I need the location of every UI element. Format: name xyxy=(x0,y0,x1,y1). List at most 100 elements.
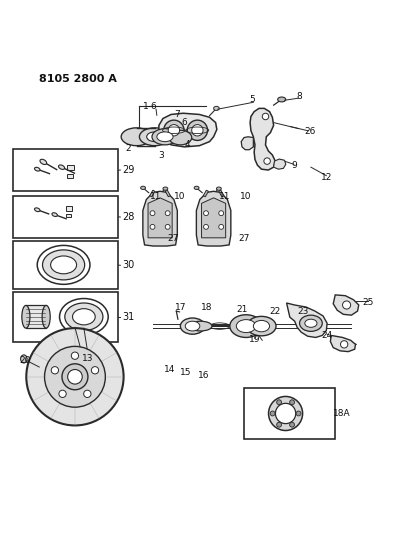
Text: 18A: 18A xyxy=(333,409,351,418)
Polygon shape xyxy=(201,198,226,238)
Ellipse shape xyxy=(21,355,27,363)
Bar xyxy=(244,388,335,439)
Text: 4: 4 xyxy=(185,140,190,149)
Text: 15: 15 xyxy=(180,368,192,377)
Ellipse shape xyxy=(180,318,205,334)
Polygon shape xyxy=(333,295,359,315)
Ellipse shape xyxy=(42,305,50,328)
Ellipse shape xyxy=(189,321,212,331)
Circle shape xyxy=(277,422,282,427)
Ellipse shape xyxy=(247,317,276,336)
Circle shape xyxy=(192,125,203,136)
Circle shape xyxy=(277,400,282,405)
Bar xyxy=(13,196,118,238)
Bar xyxy=(66,206,72,211)
Circle shape xyxy=(44,346,105,407)
Circle shape xyxy=(71,352,79,359)
Polygon shape xyxy=(203,190,208,197)
Text: 5: 5 xyxy=(249,95,255,104)
Bar xyxy=(66,214,71,217)
Text: 27: 27 xyxy=(239,235,250,244)
Polygon shape xyxy=(148,198,172,238)
Text: 13: 13 xyxy=(82,354,94,364)
Ellipse shape xyxy=(52,213,58,216)
Ellipse shape xyxy=(121,128,152,146)
Text: 23: 23 xyxy=(297,308,309,317)
Ellipse shape xyxy=(35,208,40,212)
Circle shape xyxy=(59,390,66,398)
Text: 11: 11 xyxy=(150,192,162,201)
Ellipse shape xyxy=(147,132,163,142)
Circle shape xyxy=(262,113,269,120)
Ellipse shape xyxy=(65,303,103,330)
Polygon shape xyxy=(241,137,253,150)
Ellipse shape xyxy=(169,130,192,145)
Text: 2: 2 xyxy=(126,144,131,154)
Text: 12: 12 xyxy=(321,173,332,182)
Polygon shape xyxy=(26,305,46,328)
Polygon shape xyxy=(143,191,177,246)
Text: 17: 17 xyxy=(175,303,187,312)
Bar xyxy=(13,292,118,342)
Text: 21: 21 xyxy=(236,304,248,313)
Ellipse shape xyxy=(253,320,270,332)
Polygon shape xyxy=(250,108,275,170)
Circle shape xyxy=(51,367,58,374)
Ellipse shape xyxy=(278,97,286,102)
Ellipse shape xyxy=(214,107,219,110)
Circle shape xyxy=(270,411,275,416)
Ellipse shape xyxy=(163,187,168,190)
Circle shape xyxy=(168,125,180,136)
Ellipse shape xyxy=(141,186,145,189)
Text: 25: 25 xyxy=(362,297,373,306)
Circle shape xyxy=(203,211,208,216)
Polygon shape xyxy=(274,159,286,169)
Ellipse shape xyxy=(72,309,95,325)
Text: 8: 8 xyxy=(296,92,302,101)
Polygon shape xyxy=(286,303,327,337)
Text: 26: 26 xyxy=(305,127,316,136)
Polygon shape xyxy=(196,191,231,246)
Ellipse shape xyxy=(35,167,40,171)
Circle shape xyxy=(219,224,224,229)
Text: 9: 9 xyxy=(291,161,297,171)
Ellipse shape xyxy=(42,250,85,280)
Text: 18: 18 xyxy=(201,303,212,312)
Circle shape xyxy=(165,211,170,216)
Ellipse shape xyxy=(139,128,170,146)
Circle shape xyxy=(150,224,155,229)
Circle shape xyxy=(165,224,170,229)
Ellipse shape xyxy=(186,115,191,118)
Ellipse shape xyxy=(40,159,47,165)
Bar xyxy=(13,149,118,191)
Circle shape xyxy=(150,211,155,216)
Polygon shape xyxy=(219,190,224,197)
Text: 1-6: 1-6 xyxy=(143,102,158,111)
Ellipse shape xyxy=(157,132,173,142)
Polygon shape xyxy=(330,335,356,352)
Text: 31: 31 xyxy=(122,312,134,322)
Circle shape xyxy=(91,367,99,374)
Text: 24: 24 xyxy=(321,331,333,340)
Circle shape xyxy=(264,158,270,164)
Polygon shape xyxy=(159,113,217,147)
Bar xyxy=(67,174,72,178)
Bar xyxy=(67,165,74,171)
Bar xyxy=(13,241,118,289)
Polygon shape xyxy=(150,190,155,197)
Circle shape xyxy=(275,403,296,424)
Ellipse shape xyxy=(300,315,322,332)
Text: 28: 28 xyxy=(122,212,135,222)
Text: 16: 16 xyxy=(198,372,209,381)
Ellipse shape xyxy=(305,319,317,327)
Text: 22: 22 xyxy=(270,306,281,316)
Circle shape xyxy=(203,224,208,229)
Text: 8105 2800 A: 8105 2800 A xyxy=(39,74,117,84)
Ellipse shape xyxy=(194,186,199,189)
Text: 7: 7 xyxy=(174,110,180,119)
Circle shape xyxy=(62,364,88,390)
Circle shape xyxy=(219,211,224,216)
Ellipse shape xyxy=(185,321,200,331)
Text: 6: 6 xyxy=(182,118,187,127)
Text: 29: 29 xyxy=(122,165,135,175)
